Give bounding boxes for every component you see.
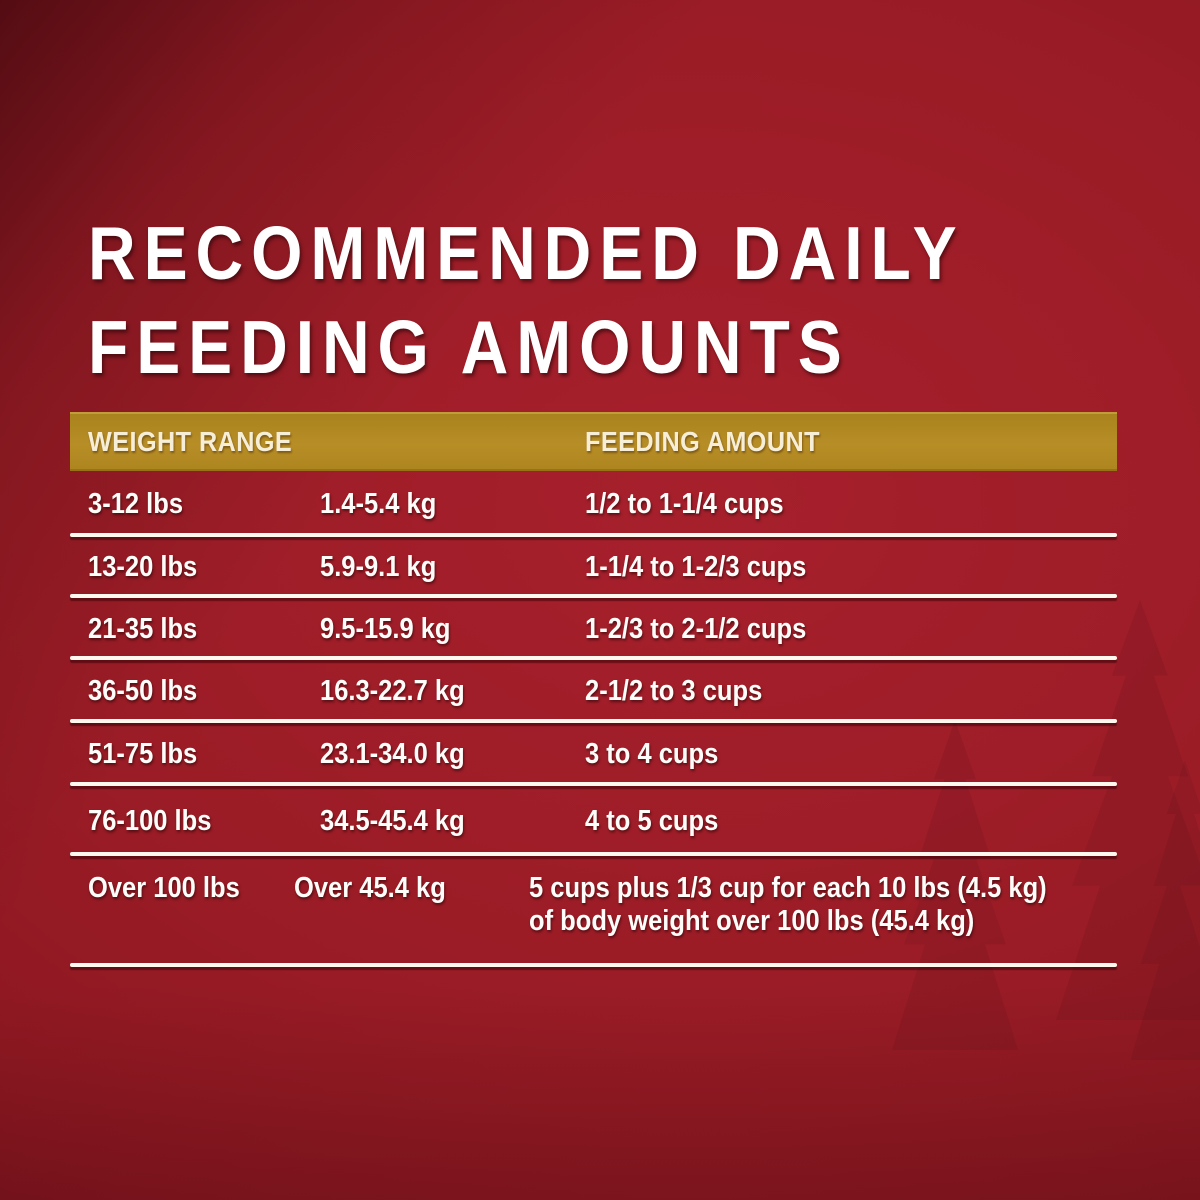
table-row: 36-50 lbs 16.3-22.7 kg 2-1/2 to 3 cups bbox=[70, 660, 1117, 723]
table-row: 13-20 lbs 5.9-9.1 kg 1-1/4 to 1-2/3 cups bbox=[70, 537, 1117, 598]
weight-kg-cell: 23.1-34.0 kg bbox=[320, 738, 465, 770]
feeding-amount-cell: 1/2 to 1-1/4 cups bbox=[585, 487, 784, 520]
title-line-1: RECOMMENDED DAILY bbox=[88, 211, 965, 295]
weight-lbs-cell: 51-75 lbs bbox=[88, 738, 198, 770]
weight-lbs-cell: Over 100 lbs bbox=[88, 872, 240, 904]
weight-lbs-cell: 3-12 lbs bbox=[88, 487, 184, 520]
feeding-amount-cell: 5 cups plus 1/3 cup for each 10 lbs (4.5… bbox=[528, 872, 1047, 937]
column-header-weight-range: WEIGHT RANGE bbox=[88, 425, 293, 457]
weight-kg-cell: 34.5-45.4 kg bbox=[320, 804, 465, 837]
weight-kg-cell: Over 45.4 kg bbox=[293, 872, 446, 904]
weight-lbs-cell: 76-100 lbs bbox=[88, 804, 212, 837]
feeding-amount-cell: 3 to 4 cups bbox=[585, 738, 719, 770]
feeding-amount-cell: 1-2/3 to 2-1/2 cups bbox=[585, 612, 807, 645]
feeding-amount-cell: 1-1/4 to 1-2/3 cups bbox=[585, 551, 807, 583]
table-header-bar: WEIGHT RANGE FEEDING AMOUNT bbox=[70, 412, 1117, 471]
weight-lbs-cell: 21-35 lbs bbox=[88, 612, 198, 645]
table-row: 3-12 lbs 1.4-5.4 kg 1/2 to 1-1/4 cups bbox=[70, 471, 1117, 537]
weight-lbs-cell: 36-50 lbs bbox=[88, 675, 198, 707]
feeding-table: 3-12 lbs 1.4-5.4 kg 1/2 to 1-1/4 cups 13… bbox=[70, 471, 1117, 967]
weight-kg-cell: 5.9-9.1 kg bbox=[320, 551, 437, 583]
table-row: 76-100 lbs 34.5-45.4 kg 4 to 5 cups bbox=[70, 786, 1117, 856]
table-row: 51-75 lbs 23.1-34.0 kg 3 to 4 cups bbox=[70, 723, 1117, 786]
column-header-feeding-amount: FEEDING AMOUNT bbox=[585, 425, 820, 457]
table-row: Over 100 lbs Over 45.4 kg 5 cups plus 1/… bbox=[70, 856, 1117, 967]
weight-lbs-cell: 13-20 lbs bbox=[88, 551, 198, 583]
weight-kg-cell: 16.3-22.7 kg bbox=[320, 675, 465, 707]
table-row: 21-35 lbs 9.5-15.9 kg 1-2/3 to 2-1/2 cup… bbox=[70, 598, 1117, 660]
feeding-amount-cell: 2-1/2 to 3 cups bbox=[585, 675, 763, 707]
weight-kg-cell: 1.4-5.4 kg bbox=[320, 487, 437, 520]
weight-kg-cell: 9.5-15.9 kg bbox=[320, 612, 451, 645]
page-title: RECOMMENDED DAILY FEEDING AMOUNTS bbox=[88, 206, 1084, 394]
feeding-amount-cell: 4 to 5 cups bbox=[585, 804, 719, 837]
title-line-2: FEEDING AMOUNTS bbox=[88, 305, 850, 389]
